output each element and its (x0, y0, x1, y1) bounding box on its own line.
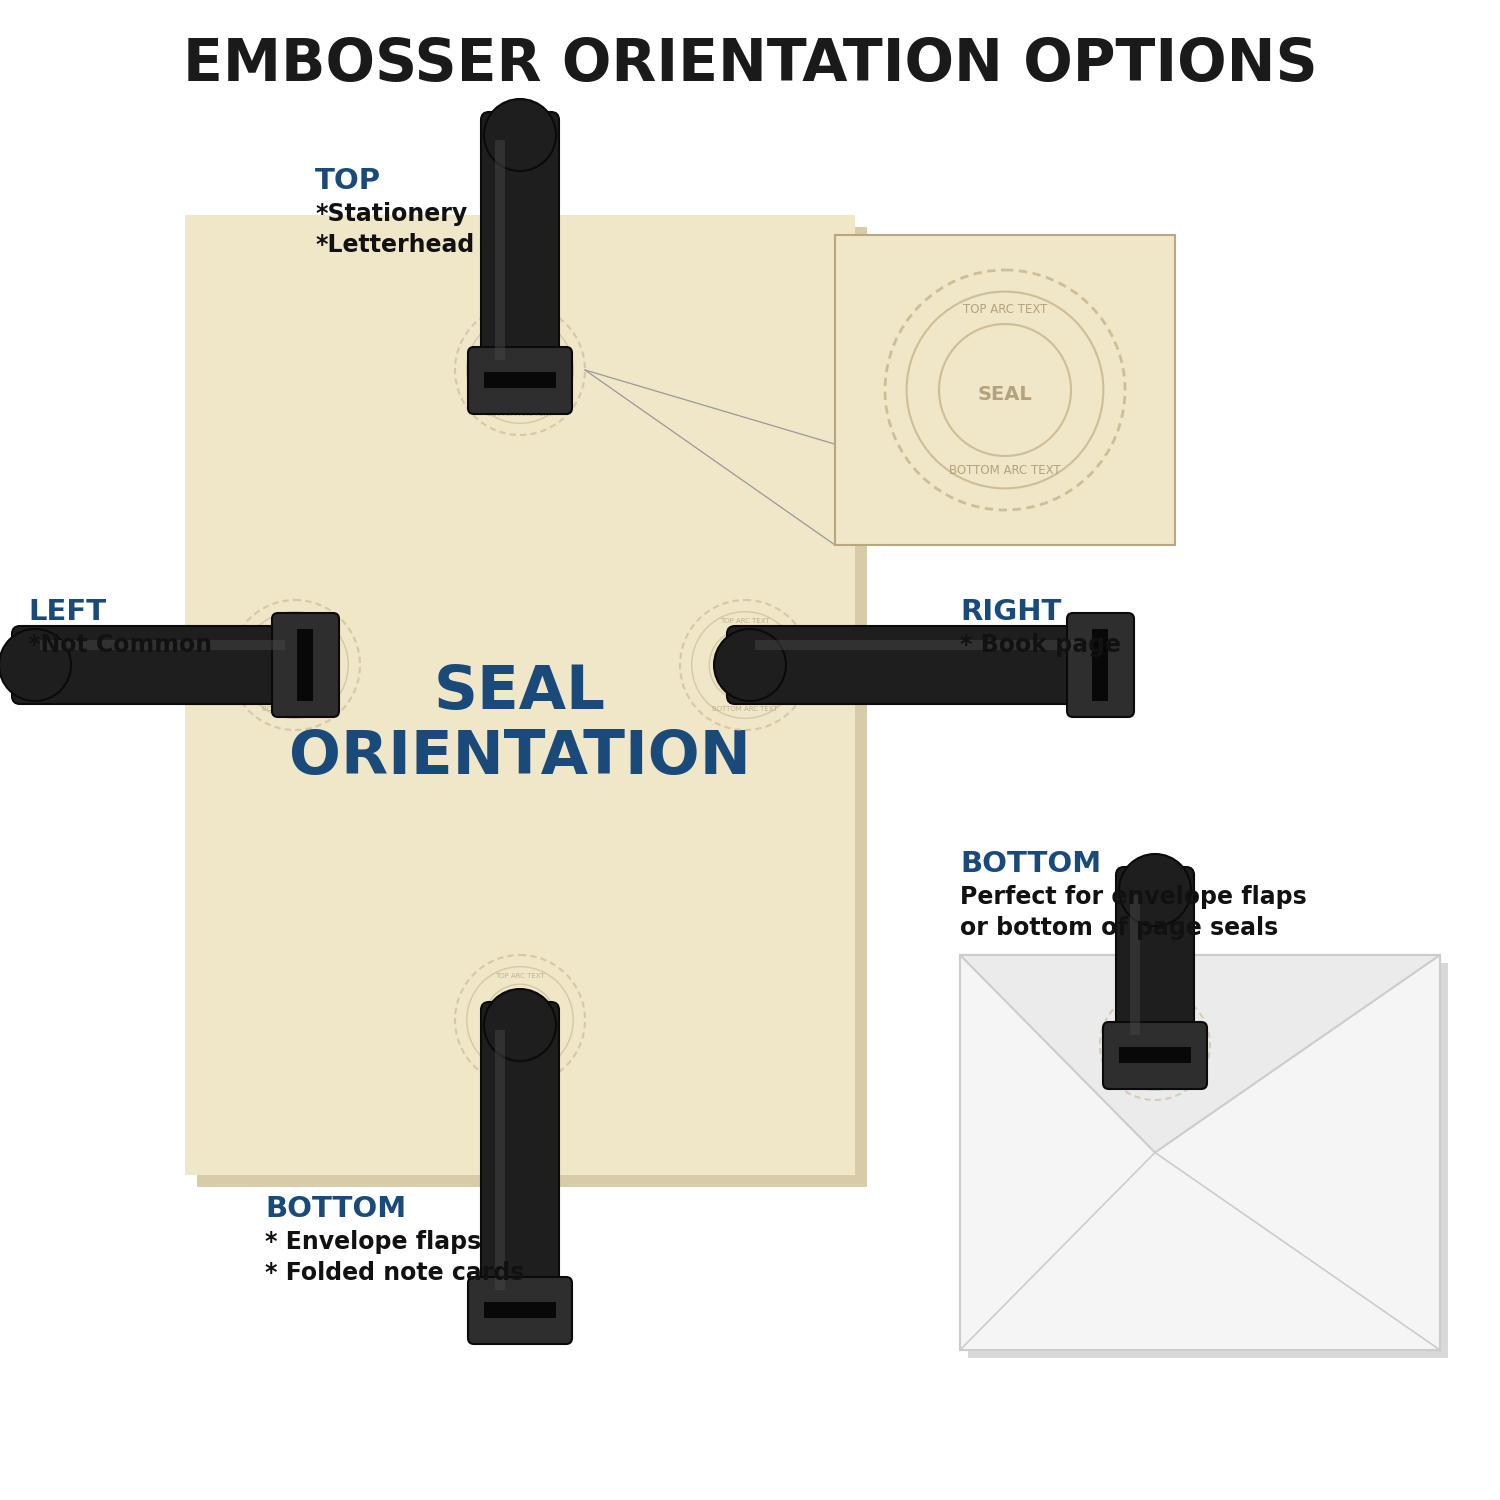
Bar (495, 1030, 506, 1290)
Text: *Letterhead: *Letterhead (315, 232, 474, 256)
Text: TOP ARC TEXT: TOP ARC TEXT (720, 618, 770, 624)
FancyBboxPatch shape (468, 1276, 572, 1344)
Bar (40, 640, 285, 650)
Text: BOTTOM: BOTTOM (960, 850, 1101, 877)
FancyBboxPatch shape (728, 626, 1108, 704)
Bar (484, 1302, 556, 1318)
Circle shape (484, 988, 556, 1060)
Bar (484, 372, 556, 388)
Text: BOTTOM: BOTTOM (266, 1196, 406, 1222)
Text: SEAL: SEAL (729, 664, 760, 675)
Bar (184, 214, 855, 1174)
FancyBboxPatch shape (1116, 867, 1194, 1064)
Bar (1130, 896, 1140, 1035)
FancyBboxPatch shape (1066, 614, 1134, 717)
Bar (1092, 628, 1108, 700)
Text: TOP ARC TEXT: TOP ARC TEXT (495, 974, 544, 980)
Circle shape (714, 628, 786, 700)
Bar (1119, 1047, 1191, 1064)
Text: BOTTOM ARC TEXT: BOTTOM ARC TEXT (262, 705, 328, 711)
Text: BOTTOM ARC TEXT: BOTTOM ARC TEXT (712, 705, 778, 711)
Text: BOTTOM ARC TEXT: BOTTOM ARC TEXT (488, 1060, 554, 1066)
Text: SEAL: SEAL (978, 386, 1032, 405)
Text: TOP ARC TEXT: TOP ARC TEXT (963, 303, 1047, 316)
Bar (968, 963, 1448, 1358)
Circle shape (1119, 853, 1191, 926)
Circle shape (0, 628, 70, 700)
Text: RIGHT: RIGHT (960, 598, 1062, 625)
Bar (297, 628, 314, 700)
Text: TOP ARC TEXT: TOP ARC TEXT (270, 618, 320, 624)
Bar (754, 640, 1080, 650)
Text: LEFT: LEFT (28, 598, 106, 625)
Text: SEAL
ORIENTATION: SEAL ORIENTATION (290, 663, 752, 788)
Text: * Book page: * Book page (960, 633, 1120, 657)
Text: BOTTOM ARC TEXT: BOTTOM ARC TEXT (1122, 1078, 1188, 1084)
Bar (196, 226, 867, 1186)
FancyBboxPatch shape (1102, 1022, 1208, 1089)
Bar (836, 236, 1174, 544)
Bar (960, 956, 1440, 1350)
Text: SEAL: SEAL (504, 1020, 536, 1031)
Text: SEAL: SEAL (1140, 1046, 1170, 1054)
Text: or bottom of page seals: or bottom of page seals (960, 916, 1278, 940)
Text: *Not Common: *Not Common (28, 633, 211, 657)
Text: EMBOSSER ORIENTATION OPTIONS: EMBOSSER ORIENTATION OPTIONS (183, 36, 1317, 93)
FancyBboxPatch shape (468, 346, 572, 414)
FancyBboxPatch shape (482, 1002, 560, 1318)
Text: *Stationery: *Stationery (315, 202, 468, 226)
Text: Perfect for envelope flaps: Perfect for envelope flaps (960, 885, 1306, 909)
Text: BOTTOM ARC TEXT: BOTTOM ARC TEXT (488, 411, 554, 417)
Bar (495, 140, 506, 360)
Text: SEAL: SEAL (279, 664, 310, 675)
FancyBboxPatch shape (482, 112, 560, 388)
FancyBboxPatch shape (272, 614, 339, 717)
FancyBboxPatch shape (12, 626, 314, 704)
Text: * Folded note cards: * Folded note cards (266, 1262, 525, 1286)
Text: TOP: TOP (315, 166, 381, 195)
Text: TOP ARC TEXT: TOP ARC TEXT (495, 324, 544, 330)
Text: * Envelope flaps: * Envelope flaps (266, 1230, 482, 1254)
Circle shape (484, 99, 556, 171)
Text: SEAL: SEAL (504, 370, 536, 380)
Polygon shape (960, 956, 1440, 1152)
Text: BOTTOM ARC TEXT: BOTTOM ARC TEXT (950, 464, 1060, 477)
Text: TOP ARC TEXT: TOP ARC TEXT (1130, 1005, 1180, 1011)
